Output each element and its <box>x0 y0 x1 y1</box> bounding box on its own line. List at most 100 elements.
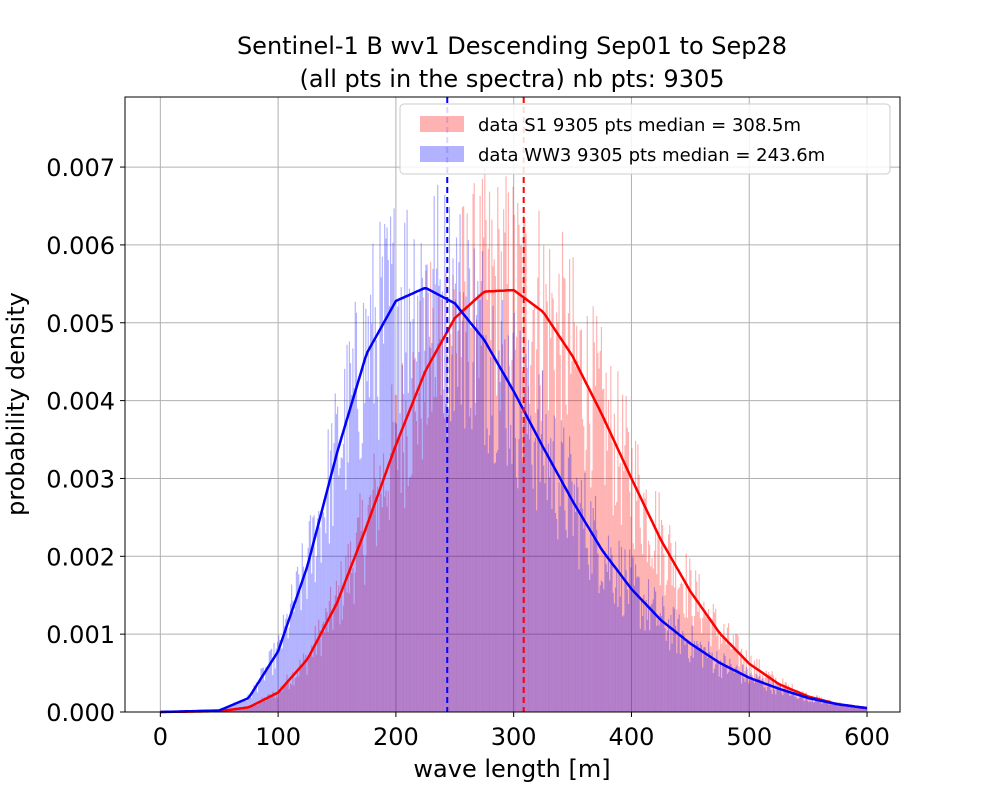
histogram-bar <box>554 513 557 712</box>
histogram-bar <box>331 423 333 712</box>
histogram-bar <box>587 388 590 712</box>
histogram-bar <box>485 335 487 712</box>
histogram-bar <box>792 691 794 712</box>
histogram-bar <box>331 613 333 712</box>
histogram-bar <box>678 614 680 712</box>
histogram-bar <box>391 384 393 712</box>
histogram-bar <box>788 684 790 712</box>
histogram-bar <box>453 289 455 712</box>
histogram-bar <box>699 641 701 712</box>
histogram-bar <box>619 596 621 712</box>
histogram-bar <box>300 610 302 712</box>
histogram-bar <box>265 666 267 712</box>
histogram-bar <box>279 691 281 712</box>
histogram-bar <box>467 239 469 713</box>
histogram-bar <box>405 352 407 712</box>
histogram-bar <box>757 677 759 712</box>
histogram-bars <box>219 167 868 713</box>
histogram-bar <box>593 342 595 712</box>
histogram-bar <box>826 702 829 712</box>
histogram-bar <box>335 580 338 712</box>
histogram-bar <box>629 549 631 712</box>
histogram-bar <box>320 562 322 712</box>
histogram-bar <box>448 206 451 713</box>
histogram-bar <box>346 592 348 712</box>
histogram-bar <box>361 443 363 712</box>
histogram-bar <box>565 404 567 712</box>
histogram-bar <box>650 566 652 712</box>
histogram-bar <box>354 301 356 712</box>
histogram-bar <box>722 662 724 712</box>
histogram-bar <box>861 707 863 712</box>
histogram-bar <box>417 295 419 712</box>
histogram-bar <box>632 543 634 712</box>
histogram-bar <box>819 700 822 712</box>
histogram-bar <box>549 249 551 712</box>
histogram-bar <box>272 675 274 712</box>
histogram-bar <box>526 434 528 712</box>
histogram-bar <box>251 704 253 712</box>
histogram-bar <box>453 410 455 712</box>
histogram-bar <box>623 471 625 712</box>
histogram-bar <box>514 349 517 712</box>
histogram-bar <box>414 411 416 712</box>
histogram-bar <box>240 700 242 712</box>
histogram-bar <box>461 320 464 712</box>
histogram-bar <box>507 335 509 712</box>
histogram-bar <box>838 702 840 712</box>
histogram-bar <box>723 623 725 712</box>
histogram-bar <box>379 221 381 712</box>
histogram-bar <box>325 608 327 712</box>
fit-curve <box>160 288 868 714</box>
histogram-bar <box>345 556 347 712</box>
histogram-bar <box>333 443 335 712</box>
histogram-bar <box>705 616 707 712</box>
histogram-bar <box>784 682 786 712</box>
histogram-bar <box>593 520 595 712</box>
histogram-bar <box>506 465 508 712</box>
histogram-bar <box>287 638 289 712</box>
histogram-bar <box>609 431 611 712</box>
histogram-bar <box>818 701 820 712</box>
histogram-bar <box>364 584 366 712</box>
histogram-bar <box>670 614 672 712</box>
histogram-bar <box>744 682 746 712</box>
histogram-bar <box>315 556 317 712</box>
histogram-bar <box>735 667 737 712</box>
histogram-bar <box>504 339 506 712</box>
histogram-bar <box>824 702 826 712</box>
histogram-bar <box>598 593 600 712</box>
histogram-bar <box>766 686 769 712</box>
histogram-bar <box>755 673 757 712</box>
histogram-bar <box>432 268 434 712</box>
histogram-bar <box>434 284 436 712</box>
histogram-bar <box>590 501 592 712</box>
histogram-bar <box>764 687 766 712</box>
histogram-bar <box>474 402 476 712</box>
histogram-bar <box>561 442 564 712</box>
histogram-bar <box>241 707 243 712</box>
histogram-bar <box>239 707 241 712</box>
histogram-bar <box>856 707 858 712</box>
histogram-bar <box>587 564 590 712</box>
histogram-bar <box>663 553 665 712</box>
histogram-bar <box>769 685 771 712</box>
histogram-bar <box>324 631 326 712</box>
histogram-bar <box>739 674 741 712</box>
histogram-bar <box>258 703 260 712</box>
histogram-bar <box>740 648 743 712</box>
histogram-bar <box>616 501 618 712</box>
histogram-bar <box>835 703 837 712</box>
histogram-bar <box>246 707 248 712</box>
histogram-bar <box>572 536 574 712</box>
histogram-bar <box>683 634 685 712</box>
histogram-bar <box>339 468 341 712</box>
histogram-bar <box>479 195 481 712</box>
histogram-bar <box>779 685 782 712</box>
histogram-bar <box>804 700 806 712</box>
histogram-bar <box>806 698 809 712</box>
histogram-bar <box>836 702 838 712</box>
histogram-bar <box>655 591 657 712</box>
histogram-bar <box>513 214 515 712</box>
histogram-bar <box>703 647 705 712</box>
